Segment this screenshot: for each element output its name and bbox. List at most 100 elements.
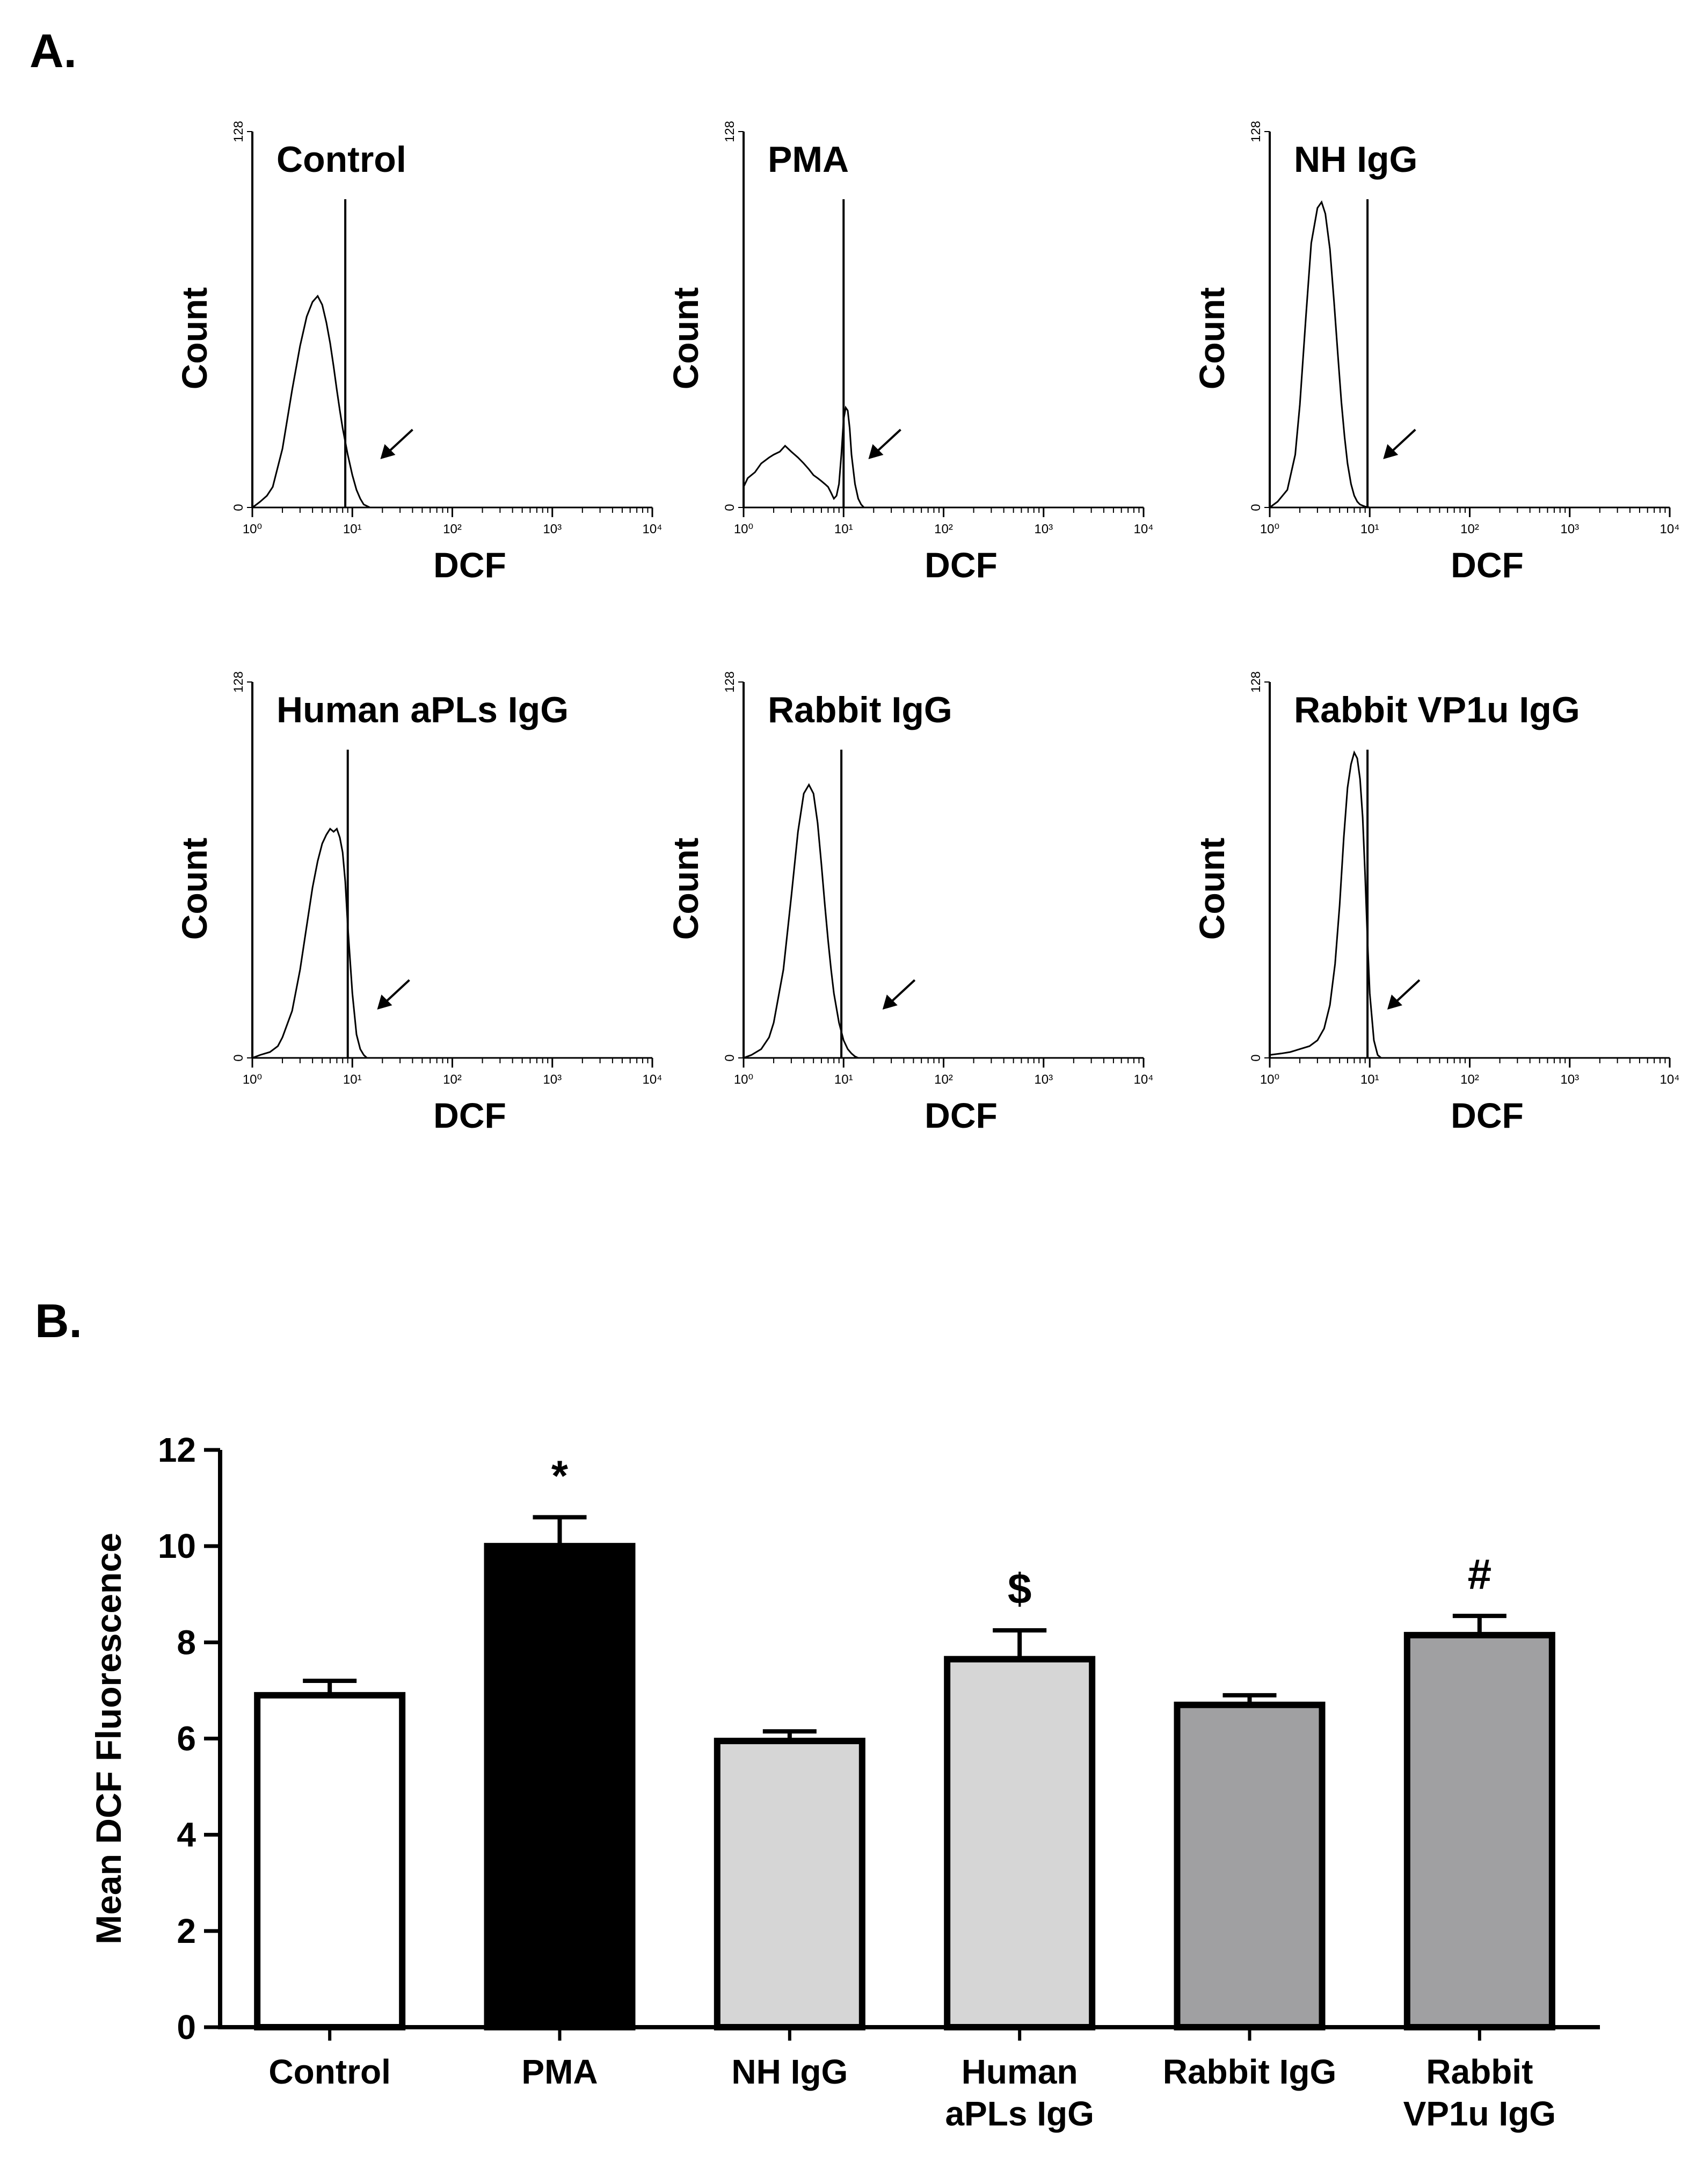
bar-3 (714, 1737, 865, 2031)
histogram-x-tick-label: 10⁴ (642, 1072, 662, 1087)
bar-6 (1403, 1631, 1555, 2030)
histogram-x-tick-label: 10³ (1034, 1072, 1053, 1087)
bar-significance-mark: # (1468, 1550, 1492, 1598)
histogram-x-tick-label: 10⁰ (1260, 522, 1279, 536)
histogram-x-tick-label: 10² (443, 1072, 462, 1087)
histogram-y-tick-label: 128 (1249, 121, 1263, 142)
histogram-title: PMA (768, 139, 849, 180)
bar-y-tick-label: 0 (177, 2008, 196, 2047)
histogram-title: Rabbit IgG (768, 690, 952, 730)
histogram-x-tick-label: 10¹ (1360, 522, 1379, 536)
bar-x-tick-label: aPLs IgG (945, 2094, 1094, 2133)
histogram-x-tick-label: 10³ (543, 1072, 562, 1087)
histogram-arrow-head (1383, 444, 1399, 459)
bar-x-tick-label: VP1u IgG (1403, 2094, 1556, 2133)
histogram-3: 10⁰ 10¹ 10² 10³ 10⁴ 0 128 NH IgG Count DCF (1192, 121, 1680, 585)
histogram-panels: 10⁰ 10¹ 10² 10³ 10⁴ 0 128 Control Count DCF 10⁰ 10¹… (174, 121, 1680, 1135)
histogram-title: Human aPLs IgG (276, 690, 569, 730)
histogram-curve (743, 783, 859, 1059)
histogram-x-axis-title: DCF (1451, 545, 1524, 585)
panel-a-label: A. (30, 24, 77, 77)
histogram-x-tick-label: 10² (934, 522, 953, 536)
bar-chart: 0 2 4 6 8 10 12 Mean DCF Fluorescence Control PMA… (89, 1431, 1600, 2133)
bar-2 (484, 1543, 636, 2031)
histogram-x-tick-label: 10⁴ (1133, 522, 1153, 536)
histogram-x-axis-title: DCF (1451, 1095, 1524, 1135)
histogram-curve (252, 294, 370, 509)
histogram-2: 10⁰ 10¹ 10² 10³ 10⁴ 0 128 PMA Count DCF (666, 121, 1154, 585)
histogram-y-axis-title: Count (1192, 287, 1232, 390)
histogram-x-tick-label: 10⁰ (734, 1072, 753, 1087)
histogram-curve (252, 827, 368, 1059)
bar-x-tick-label: Human (962, 2052, 1078, 2091)
histogram-x-tick-label: 10² (1460, 1072, 1479, 1087)
histogram-y-axis-title: Count (174, 838, 214, 940)
histogram-y-tick-label: 128 (231, 121, 246, 142)
histogram-x-tick-label: 10³ (1034, 522, 1053, 536)
histogram-title: Rabbit VP1u IgG (1294, 690, 1580, 730)
histogram-arrow-head (1387, 995, 1402, 1010)
bar-y-axis-title: Mean DCF Fluorescence (89, 1533, 128, 1944)
histogram-arrow-head (377, 995, 392, 1010)
bar-x-tick-label: NH IgG (731, 2052, 848, 2091)
histogram-y-tick-label: 0 (1249, 1054, 1263, 1061)
histogram-4: 10⁰ 10¹ 10² 10³ 10⁴ 0 128 Human aPLs IgG Count DC… (174, 671, 663, 1135)
histogram-x-tick-label: 10³ (543, 522, 562, 536)
histogram-arrow-head (380, 444, 396, 459)
histogram-arrow-head (882, 995, 898, 1010)
histogram-x-tick-label: 10⁴ (1660, 522, 1679, 536)
bar-x-tick-label: Control (268, 2052, 391, 2091)
histogram-x-tick-label: 10¹ (343, 1072, 362, 1087)
bar-y-tick-label: 2 (177, 1912, 196, 1950)
histogram-x-tick-label: 10⁴ (1133, 1072, 1153, 1087)
histogram-y-tick-label: 0 (1249, 504, 1263, 511)
histogram-y-tick-label: 128 (723, 671, 737, 693)
histogram-title: NH IgG (1294, 139, 1417, 180)
histogram-x-tick-label: 10³ (1560, 522, 1579, 536)
histogram-curve (1269, 200, 1370, 509)
histogram-y-axis-title: Count (174, 287, 214, 390)
histogram-y-tick-label: 128 (1249, 671, 1263, 693)
bar-x-tick-label: Rabbit IgG (1163, 2052, 1337, 2091)
histogram-x-axis-title: DCF (433, 1095, 506, 1135)
histogram-x-tick-label: 10⁰ (243, 1072, 262, 1087)
histogram-y-tick-label: 128 (231, 671, 246, 693)
histogram-y-tick-label: 128 (723, 121, 737, 142)
histogram-arrow-head (868, 444, 884, 459)
histogram-x-axis-title: DCF (925, 1095, 998, 1135)
histogram-x-tick-label: 10² (1460, 522, 1479, 536)
bar-y-tick-label: 12 (158, 1431, 196, 1469)
histogram-x-tick-label: 10¹ (834, 522, 853, 536)
bar-y-tick-label: 8 (177, 1623, 196, 1661)
bar-x-tick-label: Rabbit (1426, 2052, 1533, 2091)
bar-x-tick-label: PMA (521, 2052, 598, 2091)
bar-5 (1174, 1701, 1326, 2031)
histogram-curve (1269, 750, 1382, 1059)
histogram-x-tick-label: 10⁰ (734, 522, 753, 536)
histogram-x-axis-title: DCF (433, 545, 506, 585)
histogram-x-tick-label: 10⁰ (243, 522, 262, 536)
histogram-x-tick-label: 10² (443, 522, 462, 536)
histogram-y-axis-title: Count (1192, 838, 1232, 940)
histogram-x-tick-label: 10⁴ (642, 522, 662, 536)
histogram-x-tick-label: 10² (934, 1072, 953, 1087)
histogram-x-axis-title: DCF (925, 545, 998, 585)
histogram-y-tick-label: 0 (231, 504, 246, 511)
panel-b-label: B. (35, 1294, 82, 1347)
bar-significance-mark: * (551, 1452, 569, 1499)
histogram-curve (743, 405, 865, 509)
bar-y-tick-label: 4 (177, 1816, 196, 1854)
bar-y-tick-label: 6 (177, 1719, 196, 1758)
histogram-y-tick-label: 0 (231, 1054, 246, 1061)
histogram-x-tick-label: 10¹ (1360, 1072, 1379, 1087)
bar-4 (944, 1656, 1096, 2030)
histogram-1: 10⁰ 10¹ 10² 10³ 10⁴ 0 128 Control Count DCF (174, 121, 663, 585)
histogram-title: Control (276, 139, 406, 180)
bar-1 (254, 1692, 406, 2030)
bar-y-tick-label: 10 (158, 1527, 196, 1565)
histogram-5: 10⁰ 10¹ 10² 10³ 10⁴ 0 128 Rabbit IgG Count DCF (666, 671, 1154, 1135)
histogram-x-tick-label: 10³ (1560, 1072, 1579, 1087)
histogram-x-tick-label: 10¹ (834, 1072, 853, 1087)
histogram-x-tick-label: 10⁴ (1660, 1072, 1679, 1087)
